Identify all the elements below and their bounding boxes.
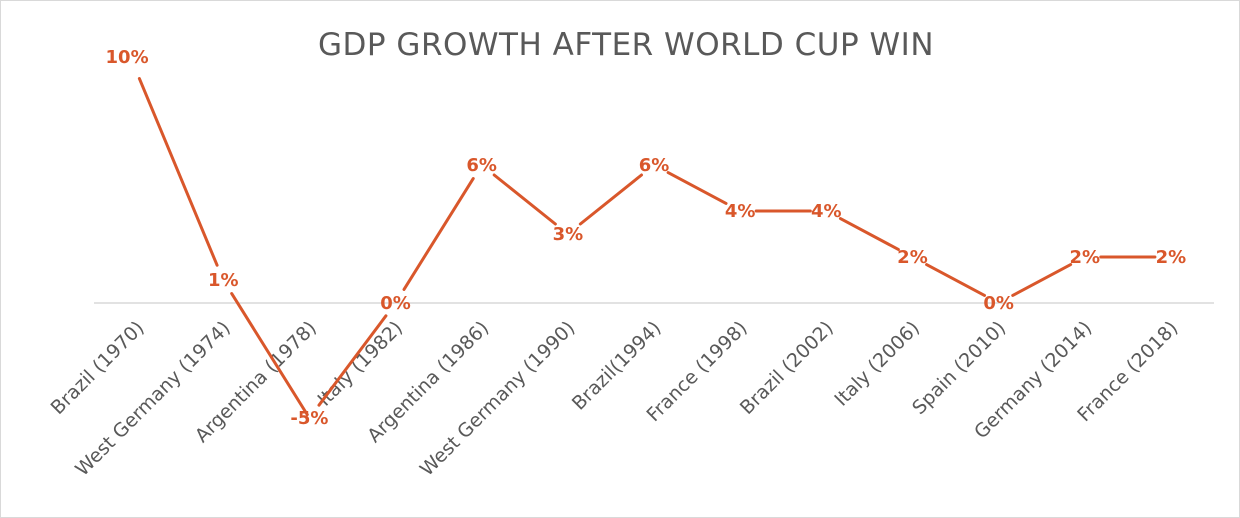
data-label: 2% [897, 247, 928, 268]
x-tick-label: Italy (1982) [313, 317, 407, 411]
data-label: 2% [1156, 247, 1187, 268]
data-label: 3% [553, 224, 584, 245]
data-label: 4% [811, 201, 842, 222]
x-tick-label: Brazil(1994) [568, 317, 666, 415]
series-line-segment [578, 173, 644, 226]
data-label: 6% [466, 155, 497, 176]
series-line-segment [402, 177, 475, 291]
data-label: 0% [380, 293, 411, 314]
data-label: 10% [106, 47, 149, 68]
data-label: 6% [639, 155, 670, 176]
data-label: 4% [725, 201, 756, 222]
series-line-segment [492, 173, 557, 226]
x-tick-label: West Germany (1974) [71, 317, 235, 481]
series-line-segment [317, 314, 388, 407]
x-tick-label: West Germany (1990) [416, 317, 580, 481]
x-tick-label: Italy (2006) [830, 317, 924, 411]
series-line-segment [925, 263, 987, 297]
data-label: -5% [290, 408, 328, 429]
series-line-segment [666, 171, 728, 205]
series-line-segment [137, 77, 219, 267]
data-label: 1% [208, 270, 239, 291]
series-line-segment [1011, 263, 1073, 297]
chart-title: GDP GROWTH AFTER WORLD CUP WIN [317, 27, 935, 63]
series-line-segment [838, 217, 900, 251]
data-label: 2% [1069, 247, 1100, 268]
series-line-segment [230, 292, 309, 417]
data-label: 0% [983, 293, 1014, 314]
